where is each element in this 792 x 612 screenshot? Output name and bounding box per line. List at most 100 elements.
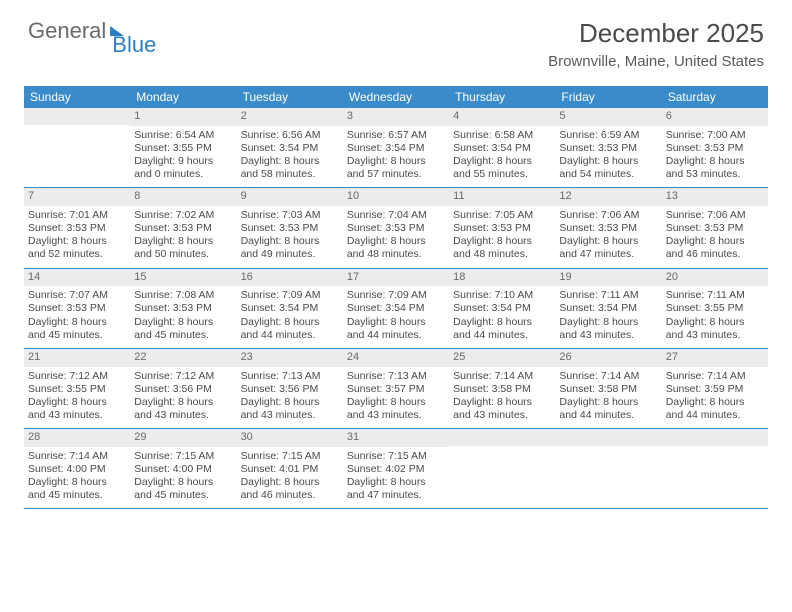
sunset-line: Sunset: 3:53 PM [453, 222, 551, 235]
day-number: 22 [130, 349, 236, 367]
day-number: 30 [237, 429, 343, 447]
day-number: 8 [130, 188, 236, 206]
day-cell: 12Sunrise: 7:06 AMSunset: 3:53 PMDayligh… [555, 188, 661, 267]
day-cell: 20Sunrise: 7:11 AMSunset: 3:55 PMDayligh… [662, 269, 768, 348]
day-cell: 28Sunrise: 7:14 AMSunset: 4:00 PMDayligh… [24, 429, 130, 508]
sunset-line: Sunset: 3:53 PM [28, 302, 126, 315]
day-cell: 15Sunrise: 7:08 AMSunset: 3:53 PMDayligh… [130, 269, 236, 348]
sunset-line: Sunset: 3:58 PM [453, 383, 551, 396]
day-cell: 9 Sunrise: 7:03 AMSunset: 3:53 PMDaylight… [237, 188, 343, 267]
sunrise-line: Sunrise: 7:06 AM [666, 209, 764, 222]
day-cell: 24Sunrise: 7:13 AMSunset: 3:57 PMDayligh… [343, 349, 449, 428]
day-number: 14 [24, 269, 130, 287]
sunrise-line: Sunrise: 6:58 AM [453, 129, 551, 142]
sunrise-line: Sunrise: 7:14 AM [28, 450, 126, 463]
sunset-line: Sunset: 4:02 PM [347, 463, 445, 476]
sunrise-line: Sunrise: 7:11 AM [666, 289, 764, 302]
sunrise-line: Sunrise: 7:09 AM [347, 289, 445, 302]
dow-saturday: Saturday [662, 86, 768, 108]
day-cell: 7Sunrise: 7:01 AMSunset: 3:53 PMDaylight… [24, 188, 130, 267]
day-number: 21 [24, 349, 130, 367]
day-cell: 23Sunrise: 7:13 AMSunset: 3:56 PMDayligh… [237, 349, 343, 428]
calendar: Sunday Monday Tuesday Wednesday Thursday… [24, 86, 768, 509]
daylight-line: Daylight: 8 hours and 49 minutes. [241, 235, 339, 261]
daylight-line: Daylight: 9 hours and 0 minutes. [134, 155, 232, 181]
daylight-line: Daylight: 8 hours and 54 minutes. [559, 155, 657, 181]
day-cell: 6Sunrise: 7:00 AMSunset: 3:53 PMDaylight… [662, 108, 768, 187]
day-number: 1 [130, 108, 236, 126]
sunrise-line: Sunrise: 7:13 AM [241, 370, 339, 383]
week-row: 14 Sunrise: 7:07 AMSunset: 3:53 PM Dayligh… [24, 269, 768, 349]
empty-day-bar [662, 429, 768, 446]
daylight-line: Daylight: 8 hours and 47 minutes. [559, 235, 657, 261]
daylight-line: Daylight: 8 hours and 46 minutes. [666, 235, 764, 261]
sunset-line: Sunset: 3:55 PM [134, 142, 232, 155]
day-cell: 8Sunrise: 7:02 AMSunset: 3:53 PMDaylight… [130, 188, 236, 267]
sunrise-line: Sunrise: 6:54 AM [134, 129, 232, 142]
day-number: 15 [130, 269, 236, 287]
day-number: 25 [449, 349, 555, 367]
sunset-line: Sunset: 3:53 PM [241, 222, 339, 235]
day-cell: 3Sunrise: 6:57 AMSunset: 3:54 PMDaylight… [343, 108, 449, 187]
sunset-line: Sunset: 3:54 PM [241, 142, 339, 155]
logo-text-general: General [28, 18, 106, 44]
sunrise-line: Sunrise: 7:03 AM [241, 209, 339, 222]
sunrise-line: Sunrise: 7:04 AM [347, 209, 445, 222]
day-number: 20 [662, 269, 768, 287]
day-number: 2 [237, 108, 343, 126]
day-cell: 4Sunrise: 6:58 AMSunset: 3:54 PMDaylight… [449, 108, 555, 187]
day-number: 12 [555, 188, 661, 206]
header: General Blue December 2025 Brownville, M… [0, 0, 792, 76]
sunset-line: Sunset: 4:00 PM [134, 463, 232, 476]
daylight-line: Daylight: 8 hours and 46 minutes. [241, 476, 339, 502]
sunrise-line: Sunrise: 7:14 AM [559, 370, 657, 383]
sunset-line: Sunset: 3:53 PM [28, 222, 126, 235]
day-number: 17 [343, 269, 449, 287]
empty-day-bar [24, 108, 130, 125]
week-row: 21 Sunrise: 7:12 AMSunset: 3:55 PM Dayligh… [24, 349, 768, 429]
sunset-line: Sunset: 3:54 PM [347, 302, 445, 315]
daylight-line: Daylight: 8 hours and 48 minutes. [453, 235, 551, 261]
daylight-line: Daylight: 8 hours and 53 minutes. [666, 155, 764, 181]
sunset-line: Sunset: 3:56 PM [134, 383, 232, 396]
day-number: 24 [343, 349, 449, 367]
day-cell: 16Sunrise: 7:09 AMSunset: 3:54 PMDayligh… [237, 269, 343, 348]
daylight-line: Daylight: 8 hours and 43 minutes. [134, 396, 232, 422]
sunrise-line: Sunrise: 7:08 AM [134, 289, 232, 302]
day-number: 10 [343, 188, 449, 206]
day-cell [449, 429, 555, 508]
sunset-line: Sunset: 3:59 PM [666, 383, 764, 396]
sunrise-line: Sunrise: 7:14 AM [453, 370, 551, 383]
sunset-line: Sunset: 3:54 PM [453, 142, 551, 155]
empty-day-bar [555, 429, 661, 446]
daylight-line: Daylight: 8 hours and 50 minutes. [134, 235, 232, 261]
daylight-line: Daylight: 8 hours and 43 minutes. [666, 316, 764, 342]
sunset-line: Sunset: 3:53 PM [134, 222, 232, 235]
sunrise-line: Sunrise: 7:07 AM [28, 289, 126, 302]
sunrise-line: Sunrise: 7:00 AM [666, 129, 764, 142]
week-row: 1Sunrise: 6:54 AMSunset: 3:55 PMDaylight… [24, 108, 768, 188]
day-cell: 10Sunrise: 7:04 AMSunset: 3:53 PMDayligh… [343, 188, 449, 267]
sunset-line: Sunset: 3:54 PM [241, 302, 339, 315]
daylight-line: Daylight: 8 hours and 45 minutes. [28, 476, 126, 502]
day-number: 9 [237, 188, 343, 206]
day-cell: 21Sunrise: 7:12 AMSunset: 3:55 PMDayligh… [24, 349, 130, 428]
daylight-line: Daylight: 8 hours and 47 minutes. [347, 476, 445, 502]
day-number: 19 [555, 269, 661, 287]
daylight-line: Daylight: 8 hours and 43 minutes. [241, 396, 339, 422]
sunrise-line: Sunrise: 7:12 AM [28, 370, 126, 383]
day-number: 3 [343, 108, 449, 126]
daylight-line: Daylight: 8 hours and 55 minutes. [453, 155, 551, 181]
day-number: 6 [662, 108, 768, 126]
month-title: December 2025 [548, 18, 764, 49]
dow-friday: Friday [555, 86, 661, 108]
day-cell: 31Sunrise: 7:15 AMSunset: 4:02 PMDayligh… [343, 429, 449, 508]
daylight-line: Daylight: 8 hours and 43 minutes. [559, 316, 657, 342]
week-row: 28Sunrise: 7:14 AMSunset: 4:00 PMDayligh… [24, 429, 768, 509]
sunset-line: Sunset: 3:54 PM [559, 302, 657, 315]
sunset-line: Sunset: 3:54 PM [453, 302, 551, 315]
sunset-line: Sunset: 3:55 PM [28, 383, 126, 396]
day-cell: 11Sunrise: 7:05 AMSunset: 3:53 PMDayligh… [449, 188, 555, 267]
sunset-line: Sunset: 3:53 PM [559, 142, 657, 155]
day-cell: 18Sunrise: 7:10 AMSunset: 3:54 PMDayligh… [449, 269, 555, 348]
